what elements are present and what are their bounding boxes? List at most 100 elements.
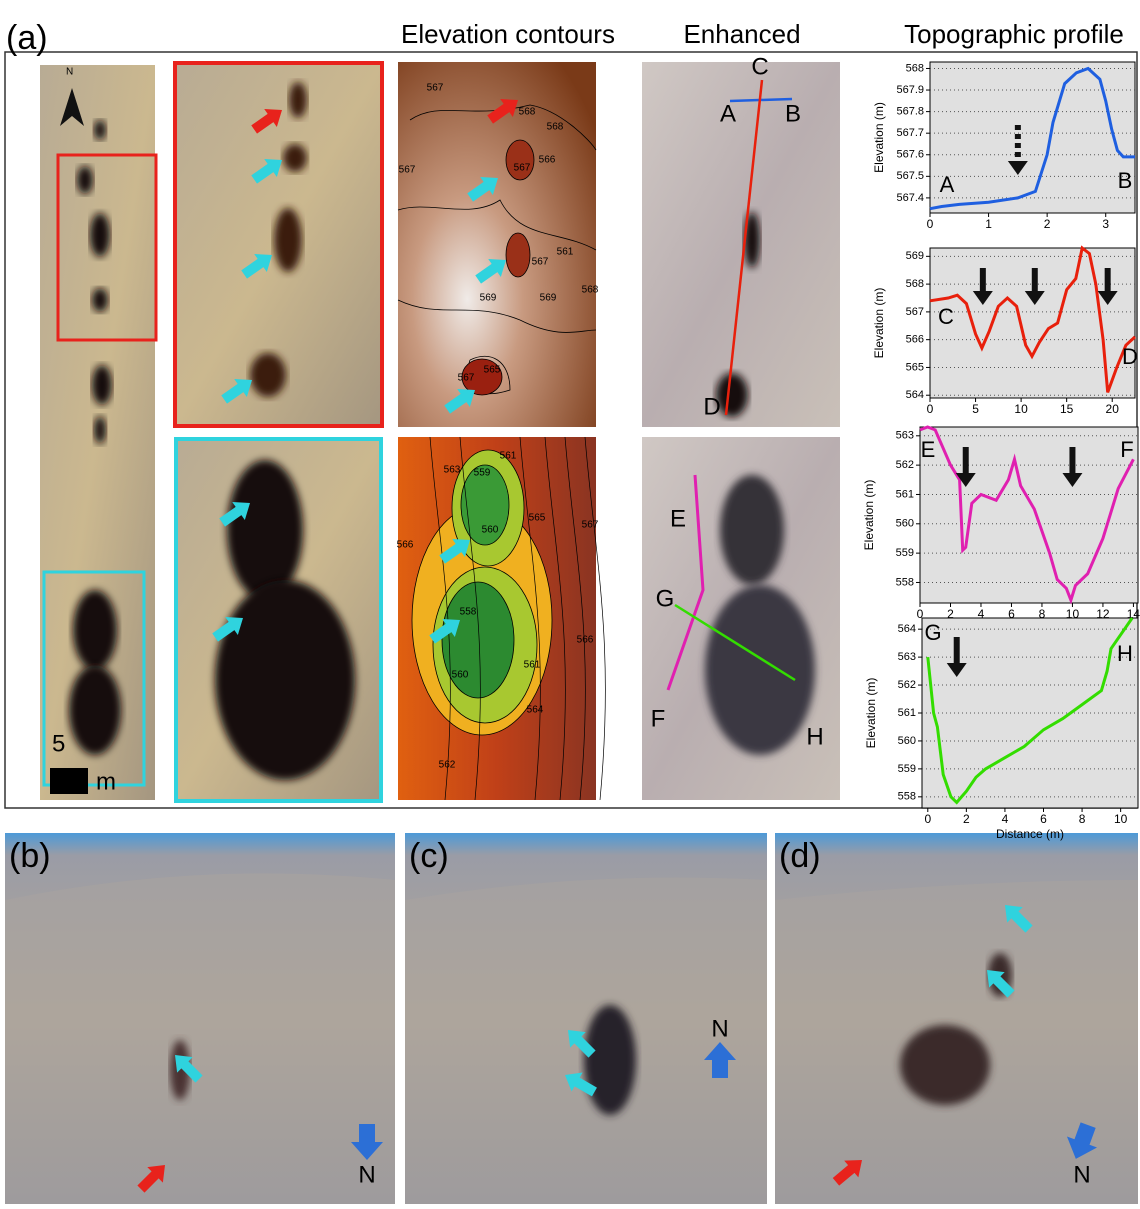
contour-label: 560 — [482, 525, 499, 536]
pit — [584, 1005, 636, 1115]
pit — [94, 416, 106, 444]
y-tick-label: 567.6 — [896, 149, 924, 161]
contour-label: 564 — [527, 705, 544, 716]
y-tick-label: 567 — [906, 306, 924, 318]
contour-label: 567 — [399, 165, 416, 176]
y-axis-label: Elevation (m) — [872, 102, 886, 173]
contour-label: 566 — [577, 635, 594, 646]
y-tick-label: 564 — [898, 623, 916, 635]
y-tick-label: 567.7 — [896, 127, 924, 139]
profile-letter: D — [1122, 344, 1138, 369]
figure: 5mN5675685685665675675615675695695685655… — [0, 0, 1140, 1204]
pit — [77, 166, 93, 194]
profile-letter: D — [703, 393, 720, 420]
x-tick-label: 1 — [985, 217, 992, 231]
x-tick-label: 4 — [1002, 812, 1009, 826]
contour-label: 568 — [547, 122, 564, 133]
profile-letter: H — [1117, 641, 1133, 666]
profile-letter: F — [651, 705, 666, 732]
pit — [94, 120, 106, 140]
pit — [92, 288, 108, 312]
y-tick-label: 560 — [898, 735, 916, 747]
pit — [250, 353, 286, 397]
y-tick-label: 565 — [906, 361, 924, 373]
y-tick-label: 567.4 — [896, 192, 924, 204]
contour-label: 562 — [439, 760, 456, 771]
pit — [289, 82, 307, 118]
label: N — [66, 67, 73, 78]
contour-label: 568 — [519, 107, 536, 118]
contour-label: 561 — [524, 660, 541, 671]
north-label: N — [358, 1161, 375, 1188]
x-axis-label: Distance (m) — [996, 827, 1064, 841]
column-title: Topographic profile — [904, 19, 1124, 49]
x-tick-label: 0 — [924, 812, 931, 826]
contour-label: 563 — [444, 465, 461, 476]
contour-label: 567 — [427, 83, 444, 94]
y-tick-label: 558 — [898, 791, 916, 803]
profile-letter: G — [656, 585, 675, 612]
contour-label: 567 — [582, 520, 599, 531]
contour-shape — [506, 140, 534, 180]
profile-letter: C — [751, 53, 768, 80]
pit — [705, 585, 815, 755]
y-tick-label: 560 — [896, 518, 914, 530]
pit — [283, 144, 307, 172]
column-title: Elevation contours — [401, 19, 615, 49]
profile-letter: E — [921, 437, 936, 462]
profile-letter: C — [938, 304, 954, 329]
panel-label: (d) — [779, 837, 821, 875]
y-axis-label: Elevation (m) — [862, 480, 876, 551]
x-tick-label: 10 — [1014, 402, 1028, 416]
contour-label: 568 — [582, 285, 599, 296]
y-tick-label: 561 — [898, 707, 916, 719]
contour-label: 569 — [480, 293, 497, 304]
y-tick-label: 558 — [896, 576, 914, 588]
profile-letter: F — [1120, 437, 1133, 462]
y-tick-label: 569 — [906, 250, 924, 262]
contour-label: 567 — [532, 257, 549, 268]
contour-label: 561 — [557, 247, 574, 258]
x-tick-label: 0 — [927, 217, 934, 231]
panel-label: (b) — [9, 837, 51, 875]
y-tick-label: 568 — [906, 62, 924, 74]
contour-label: 567 — [458, 373, 475, 384]
profile-letter: A — [940, 172, 955, 197]
y-tick-label: 564 — [906, 389, 924, 401]
y-tick-label: 562 — [898, 679, 916, 691]
north-label: N — [1073, 1161, 1090, 1188]
contour-label: 566 — [539, 155, 556, 166]
north-label: N — [711, 1015, 728, 1042]
pit — [720, 475, 784, 585]
y-tick-label: 562 — [896, 459, 914, 471]
y-tick-label: 561 — [896, 488, 914, 500]
x-tick-label: 10 — [1114, 812, 1128, 826]
y-tick-label: 559 — [896, 547, 914, 559]
contour-shape — [506, 233, 530, 277]
profile-letter: B — [785, 100, 801, 127]
y-tick-label: 567.8 — [896, 106, 924, 118]
contour-label: 561 — [500, 451, 517, 462]
contour-label: 569 — [540, 293, 557, 304]
y-tick-label: 563 — [896, 430, 914, 442]
contour-label: 565 — [484, 365, 501, 376]
pit — [716, 373, 748, 417]
profile-letter: G — [924, 620, 941, 645]
x-tick-label: 3 — [1102, 217, 1109, 231]
x-tick-label: 2 — [1044, 217, 1051, 231]
label: 5 — [52, 730, 65, 757]
y-axis-label: Elevation (m) — [864, 678, 878, 749]
pit — [73, 590, 117, 670]
profile-letter: E — [670, 505, 686, 532]
x-tick-label: 5 — [972, 402, 979, 416]
profile-letter: A — [720, 100, 736, 127]
contour-label: 567 — [514, 163, 531, 174]
x-tick-label: 20 — [1106, 402, 1120, 416]
y-tick-label: 559 — [898, 763, 916, 775]
column-title: Enhanced — [683, 19, 800, 49]
y-tick-label: 563 — [898, 651, 916, 663]
pit — [90, 213, 110, 257]
profile-letter: H — [806, 723, 823, 750]
pit — [274, 208, 302, 272]
x-tick-label: 8 — [1079, 812, 1086, 826]
